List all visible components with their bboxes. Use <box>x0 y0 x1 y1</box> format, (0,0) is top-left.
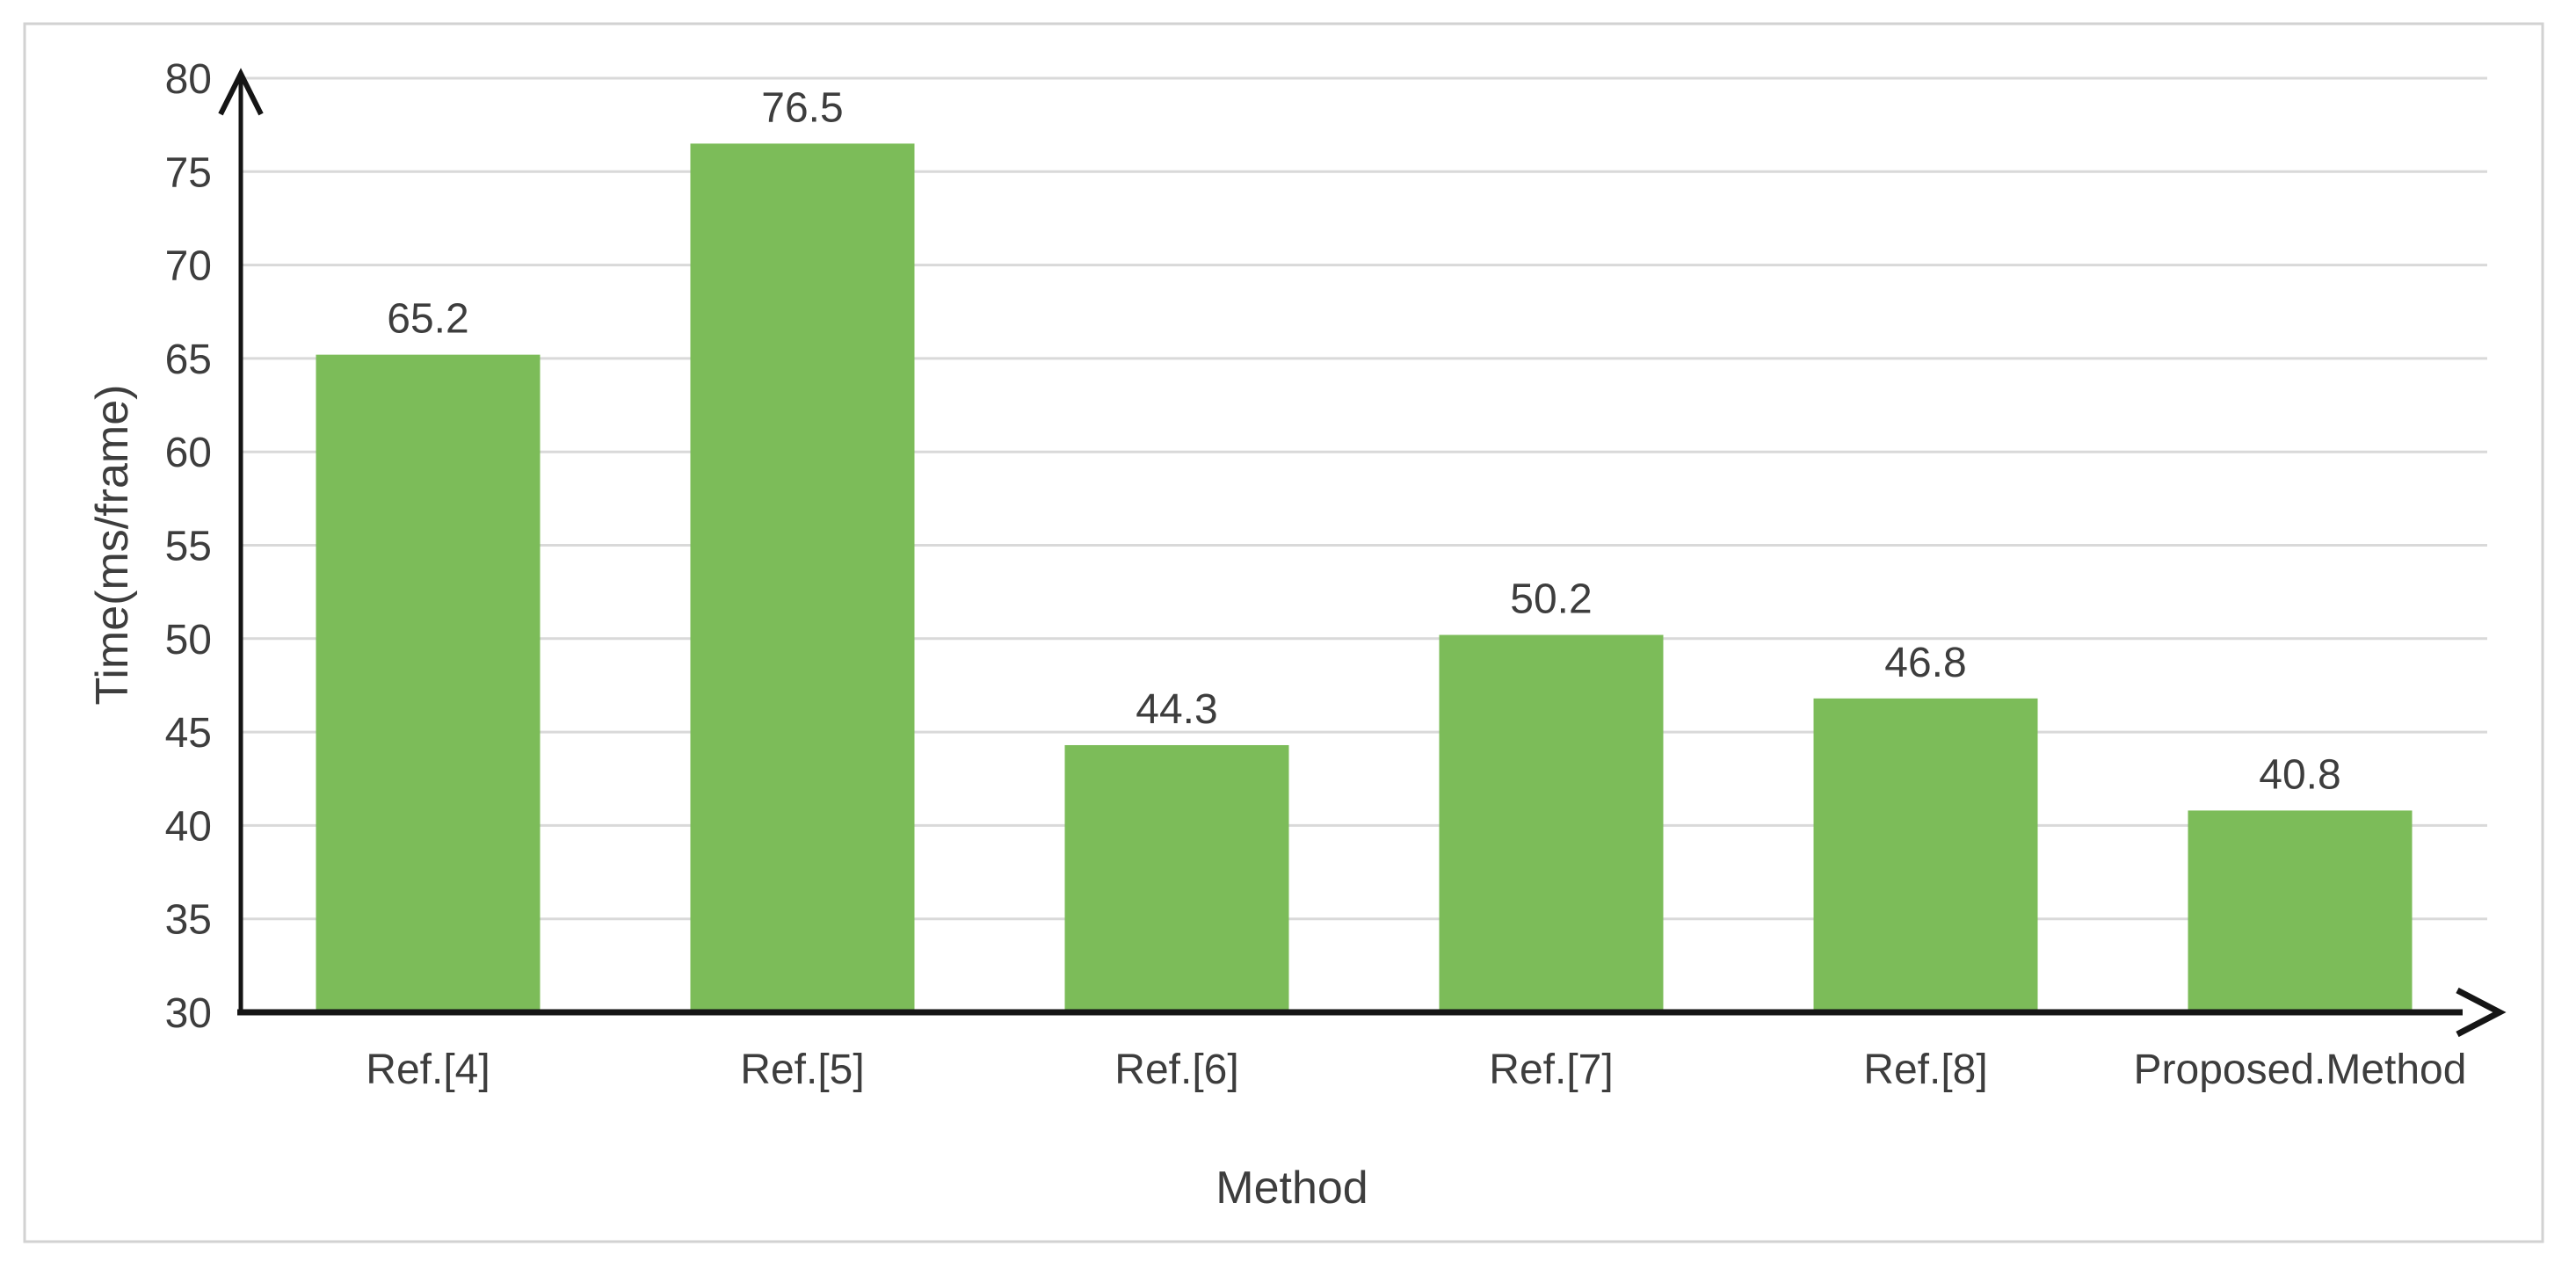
y-tick-label: 65 <box>165 337 212 383</box>
y-tick-label: 35 <box>165 897 212 944</box>
x-tick-label: Ref.[8] <box>1863 1047 1987 1093</box>
x-tick-label: Ref.[5] <box>740 1047 864 1093</box>
y-tick-label: 75 <box>165 149 212 196</box>
bar <box>1439 634 1664 1012</box>
x-tick-label: Ref.[4] <box>366 1047 490 1093</box>
y-tick-label: 30 <box>165 990 212 1037</box>
y-tick-label: 60 <box>165 430 212 476</box>
y-axis-title: Time(ms/frame) <box>87 384 138 706</box>
y-tick-label: 70 <box>165 243 212 290</box>
bar-value-label: 40.8 <box>2259 751 2340 798</box>
bar <box>690 143 915 1012</box>
y-tick-label: 80 <box>165 56 212 103</box>
bar-value-label: 50.2 <box>1510 576 1592 623</box>
bar-value-label: 76.5 <box>761 84 843 131</box>
y-tick-label: 55 <box>165 524 212 570</box>
y-tick-label: 40 <box>165 803 212 850</box>
y-tick-label: 45 <box>165 710 212 757</box>
bar-value-label: 44.3 <box>1136 686 1217 733</box>
chart-frame <box>23 22 2544 1243</box>
x-tick-label: Proposed.Method <box>2134 1047 2467 1093</box>
bar-value-label: 65.2 <box>387 296 468 343</box>
bar-value-label: 46.8 <box>1884 640 1966 686</box>
bar <box>2188 810 2413 1012</box>
y-axis-arrow-icon <box>218 68 264 116</box>
bar <box>316 354 541 1012</box>
bar <box>1064 744 1289 1012</box>
x-tick-label: Ref.[7] <box>1489 1047 1613 1093</box>
bar <box>1813 698 2038 1012</box>
y-tick-label: 50 <box>165 617 212 663</box>
x-axis-arrow-icon <box>2456 987 2507 1038</box>
x-axis-title: Method <box>1215 1163 1368 1214</box>
x-tick-label: Ref.[6] <box>1114 1047 1238 1093</box>
